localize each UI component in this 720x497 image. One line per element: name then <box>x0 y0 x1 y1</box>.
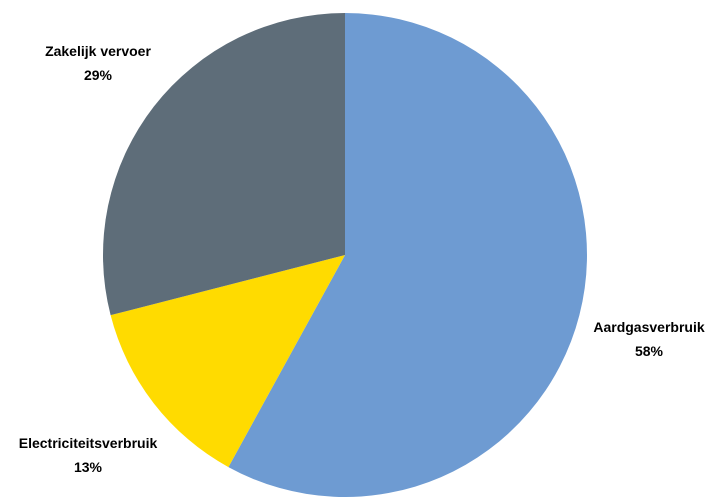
slice-value-electriciteitsverbruik: 13% <box>74 459 103 475</box>
slice-label-electriciteitsverbruik: Electriciteitsverbruik <box>19 435 158 451</box>
slice-label-group-1: Electriciteitsverbruik 13% <box>19 435 158 475</box>
pie-slice-electriciteitsverbruik <box>110 255 345 468</box>
slice-value-aardgasverbruik: 58% <box>635 343 664 359</box>
slice-label-group-0: Aardgasverbruik 58% <box>593 319 704 359</box>
slice-label-zakelijk-vervoer: Zakelijk vervoer <box>45 43 151 59</box>
pie-slice-aardgasverbruik <box>228 13 587 497</box>
slice-label-aardgasverbruik: Aardgasverbruik <box>593 319 704 335</box>
pie-slices <box>102 13 587 497</box>
slice-value-zakelijk-vervoer: 29% <box>84 67 113 83</box>
slice-label-group-2: Zakelijk vervoer 29% <box>45 43 151 83</box>
pie-slice-zakelijk-vervoer <box>102 13 345 316</box>
